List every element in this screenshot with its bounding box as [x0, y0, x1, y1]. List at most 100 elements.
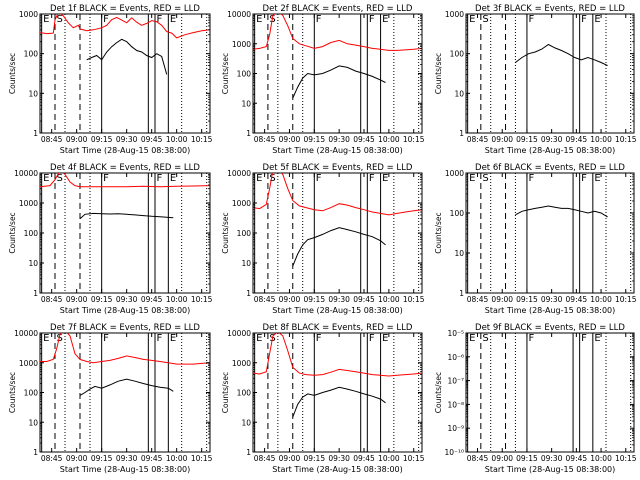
- y-tick-label: 1: [459, 129, 464, 138]
- event-marker-label: F: [157, 173, 163, 184]
- x-tick-label: 09:45: [566, 454, 588, 463]
- y-tick-label: 1: [459, 289, 464, 298]
- y-tick-label: 10: [28, 259, 38, 268]
- event-marker-label: F: [528, 14, 534, 25]
- y-tick-label: 10⁻⁷: [447, 377, 464, 386]
- y-axis-label: Counts/sec: [8, 372, 17, 413]
- x-tick-label: 09:15: [303, 454, 325, 463]
- x-tick-label: 09:15: [91, 295, 113, 304]
- y-tick-label: 1000: [232, 359, 251, 368]
- x-axis-label: Start Time (28-Aug-15 08:38:00): [272, 465, 403, 474]
- y-tick-label: 1: [246, 448, 251, 457]
- series-events-line: [86, 38, 168, 75]
- y-axis-label: Counts/sec: [434, 212, 443, 253]
- chart-title: Det 8f BLACK = Events, RED = LLD: [263, 323, 413, 333]
- event-marker-label: F: [316, 173, 322, 184]
- x-tick-label: 09:45: [353, 295, 375, 304]
- chart-title: Det 3f BLACK = Events, RED = LLD: [475, 4, 625, 14]
- event-marker-label: E: [256, 14, 262, 25]
- x-tick-label: 09:15: [91, 135, 113, 144]
- series-lld-line: [253, 333, 422, 377]
- y-tick-label: 1: [33, 448, 38, 457]
- y-tick-label: 1000: [232, 40, 251, 49]
- event-marker-label: F: [581, 14, 587, 25]
- event-marker-label: E: [43, 173, 49, 184]
- y-tick-label: 10: [241, 99, 251, 108]
- event-marker-label: F: [316, 14, 322, 25]
- y-axis-label: Counts/sec: [8, 212, 17, 253]
- event-marker-label: E: [594, 333, 600, 344]
- event-marker-label: F: [369, 14, 375, 25]
- x-axis-label: Start Time (28-Aug-15 08:38:00): [60, 306, 191, 315]
- x-tick-label: 10:15: [615, 295, 637, 304]
- x-axis-label: Start Time (28-Aug-15 08:38:00): [272, 306, 403, 315]
- series-lld-line: [40, 173, 210, 188]
- y-tick-label: 1000: [232, 199, 251, 208]
- series-events-line: [79, 212, 174, 220]
- x-tick-label: 08:45: [467, 454, 489, 463]
- x-tick-label: 10:00: [378, 295, 400, 304]
- event-marker-label: F: [528, 173, 534, 184]
- series-lld-line: [40, 14, 210, 39]
- series-events-line: [79, 378, 174, 396]
- y-tick-label: 100: [24, 50, 39, 59]
- y-tick-label: 100: [237, 389, 252, 398]
- event-marker-label: E: [469, 333, 475, 344]
- x-tick-label: 09:45: [141, 135, 163, 144]
- event-marker-label: F: [103, 333, 109, 344]
- x-tick-label: 09:00: [66, 454, 88, 463]
- x-tick-label: 09:00: [66, 295, 88, 304]
- event-marker-label: F: [316, 333, 322, 344]
- series-events-line: [292, 386, 386, 418]
- series-events-line: [515, 43, 608, 67]
- x-tick-label: 09:45: [141, 454, 163, 463]
- x-tick-label: 09:00: [491, 454, 513, 463]
- series-lld-line: [40, 333, 210, 365]
- event-marker-label: E: [594, 14, 600, 25]
- x-tick-label: 09:30: [541, 454, 563, 463]
- event-marker-label: F: [157, 333, 163, 344]
- event-marker-label: E: [382, 173, 388, 184]
- series-lld-line: [253, 14, 422, 51]
- y-tick-label: 10⁻¹⁰: [444, 448, 464, 457]
- x-tick-label: 09:30: [541, 135, 563, 144]
- x-tick-label: 10:15: [615, 454, 637, 463]
- y-tick-label: 1000: [19, 199, 38, 208]
- x-axis-label: Start Time (28-Aug-15 08:38:00): [272, 146, 403, 155]
- chart-title: Det 9f BLACK = Events, RED = LLD: [475, 323, 625, 333]
- event-marker-label: S: [57, 173, 63, 184]
- y-tick-label: 10: [454, 89, 464, 98]
- y-tick-label: 10: [241, 418, 251, 427]
- x-tick-label: 08:45: [467, 135, 489, 144]
- x-tick-label: 09:00: [279, 454, 301, 463]
- event-marker-label: F: [369, 173, 375, 184]
- x-tick-label: 08:45: [254, 295, 276, 304]
- event-marker-label: F: [103, 14, 109, 25]
- x-tick-label: 09:15: [91, 454, 113, 463]
- event-marker-label: E: [170, 14, 176, 25]
- y-tick-label: 1000: [19, 10, 38, 19]
- x-tick-label: 09:15: [303, 295, 325, 304]
- event-marker-label: E: [170, 173, 176, 184]
- y-tick-label: 10⁻⁶: [447, 353, 464, 362]
- y-tick-label: 1000: [19, 359, 38, 368]
- event-marker-label: E: [469, 14, 475, 25]
- x-tick-label: 08:45: [254, 135, 276, 144]
- chart-title: Det 2f BLACK = Events, RED = LLD: [263, 4, 413, 14]
- event-marker-label: F: [157, 14, 163, 25]
- y-tick-label: 10⁻⁸: [447, 400, 464, 409]
- x-axis-label: Start Time (28-Aug-15 08:38:00): [485, 306, 616, 315]
- x-tick-label: 09:45: [566, 135, 588, 144]
- chart-title: Det 1f BLACK = Events, RED = LLD: [50, 4, 200, 14]
- y-tick-label: 1000: [445, 169, 464, 178]
- chart-title: Det 6f BLACK = Events, RED = LLD: [475, 163, 625, 173]
- x-tick-label: 10:15: [403, 135, 425, 144]
- y-tick-label: 1: [246, 129, 251, 138]
- y-tick-label: 1: [246, 289, 251, 298]
- x-tick-label: 09:45: [353, 454, 375, 463]
- y-tick-label: 10: [28, 89, 38, 98]
